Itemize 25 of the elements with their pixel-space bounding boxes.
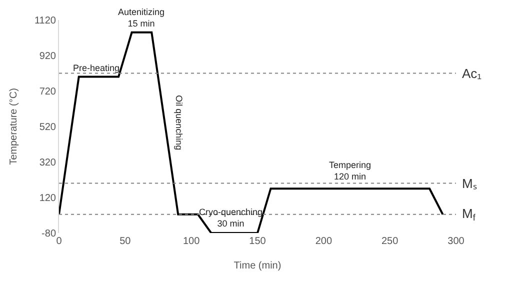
x-tick-label: 50 <box>120 236 132 247</box>
annotation: Autenitizing 15 min <box>118 7 165 29</box>
x-axis-title: Time (min) <box>234 260 282 272</box>
line-series <box>59 31 444 233</box>
y-tick-label: 920 <box>39 51 56 62</box>
x-tick-label: 300 <box>448 236 465 247</box>
x-tick-label: 200 <box>315 236 332 247</box>
x-tick-label: 100 <box>182 236 200 247</box>
annotation: Pre-heating <box>73 63 120 73</box>
annotation: Cryo-quenching 30 min <box>199 207 263 229</box>
annotation: Tempering 120 min <box>329 160 372 182</box>
ref-line-label: Mₛ <box>462 176 477 191</box>
y-tick-label: 120 <box>39 193 56 204</box>
y-tick-label: -80 <box>42 228 56 240</box>
ref-line-label: Ac₁ <box>462 66 482 81</box>
y-axis-title: Temperature (°C) <box>8 88 20 165</box>
ref-line-label: M$_{f}$ <box>462 206 476 223</box>
x-tick-label: 150 <box>249 236 266 247</box>
y-tick-label: 1120 <box>34 16 56 26</box>
x-tick-label: 250 <box>381 236 399 247</box>
y-tick-label: 320 <box>39 158 56 168</box>
y-tick-label: 520 <box>39 122 56 133</box>
x-tick-label: 0 <box>56 236 62 247</box>
annotation: Oil quenching <box>174 95 184 150</box>
y-tick-label: 720 <box>39 86 56 98</box>
